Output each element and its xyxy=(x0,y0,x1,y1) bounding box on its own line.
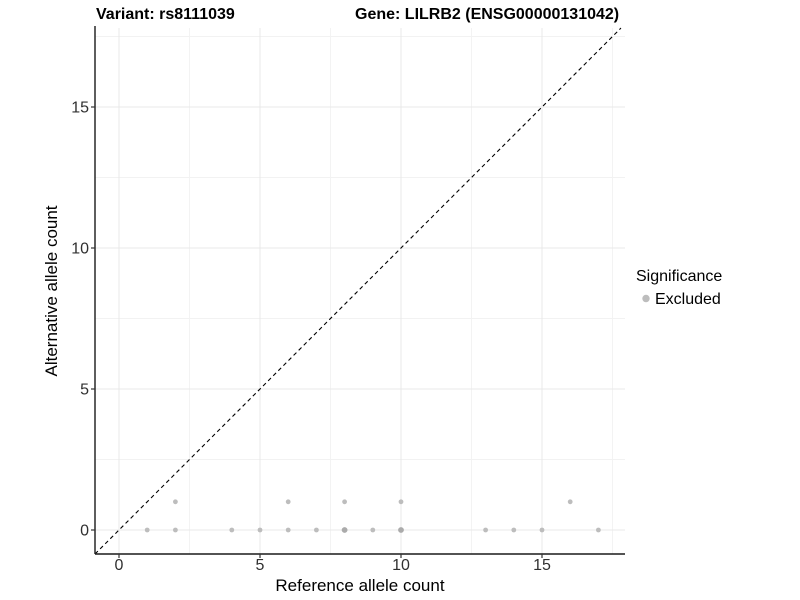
gridlines-layer xyxy=(95,28,625,554)
tick-labels-layer: 0 5 10 15 0 5 10 15 xyxy=(71,100,551,575)
data-point xyxy=(229,527,235,533)
legend-title: Significance xyxy=(636,268,722,285)
x-tick-label: 15 xyxy=(533,557,551,574)
identity-line-layer xyxy=(94,27,622,555)
gene-title: Gene: LILRB2 (ENSG00000131042) xyxy=(355,6,619,23)
data-point xyxy=(314,527,319,533)
identity-line xyxy=(94,27,622,555)
data-point xyxy=(539,527,545,533)
data-point xyxy=(398,527,404,533)
legend: Significance Excluded xyxy=(636,268,722,308)
variant-title: Variant: rs8111039 xyxy=(96,6,235,23)
data-point xyxy=(285,527,291,533)
data-point xyxy=(341,527,348,533)
legend-item-excluded: Excluded xyxy=(655,291,721,308)
data-point xyxy=(144,527,150,533)
data-point xyxy=(257,527,263,533)
y-tick-label: 10 xyxy=(71,241,89,258)
data-point xyxy=(342,499,347,505)
y-axis-title: Alternative allele count xyxy=(42,205,61,376)
data-point xyxy=(511,527,517,533)
y-tick-label: 5 xyxy=(80,382,89,399)
x-tick-label: 10 xyxy=(392,557,410,574)
data-point xyxy=(173,527,178,533)
legend-key-excluded-dot xyxy=(642,294,650,303)
axes-layer xyxy=(91,26,625,558)
data-point xyxy=(398,499,404,505)
x-tick-label: 5 xyxy=(256,557,265,574)
x-axis-title: Reference allele count xyxy=(275,576,444,595)
data-point xyxy=(596,527,601,533)
data-point xyxy=(173,499,178,505)
data-point xyxy=(483,527,488,533)
y-tick-label: 0 xyxy=(80,523,89,540)
data-point xyxy=(567,499,573,505)
points-layer xyxy=(144,499,601,533)
data-point xyxy=(285,499,291,505)
data-point xyxy=(370,527,376,533)
x-tick-label: 0 xyxy=(115,557,124,574)
y-tick-label: 15 xyxy=(71,100,89,117)
